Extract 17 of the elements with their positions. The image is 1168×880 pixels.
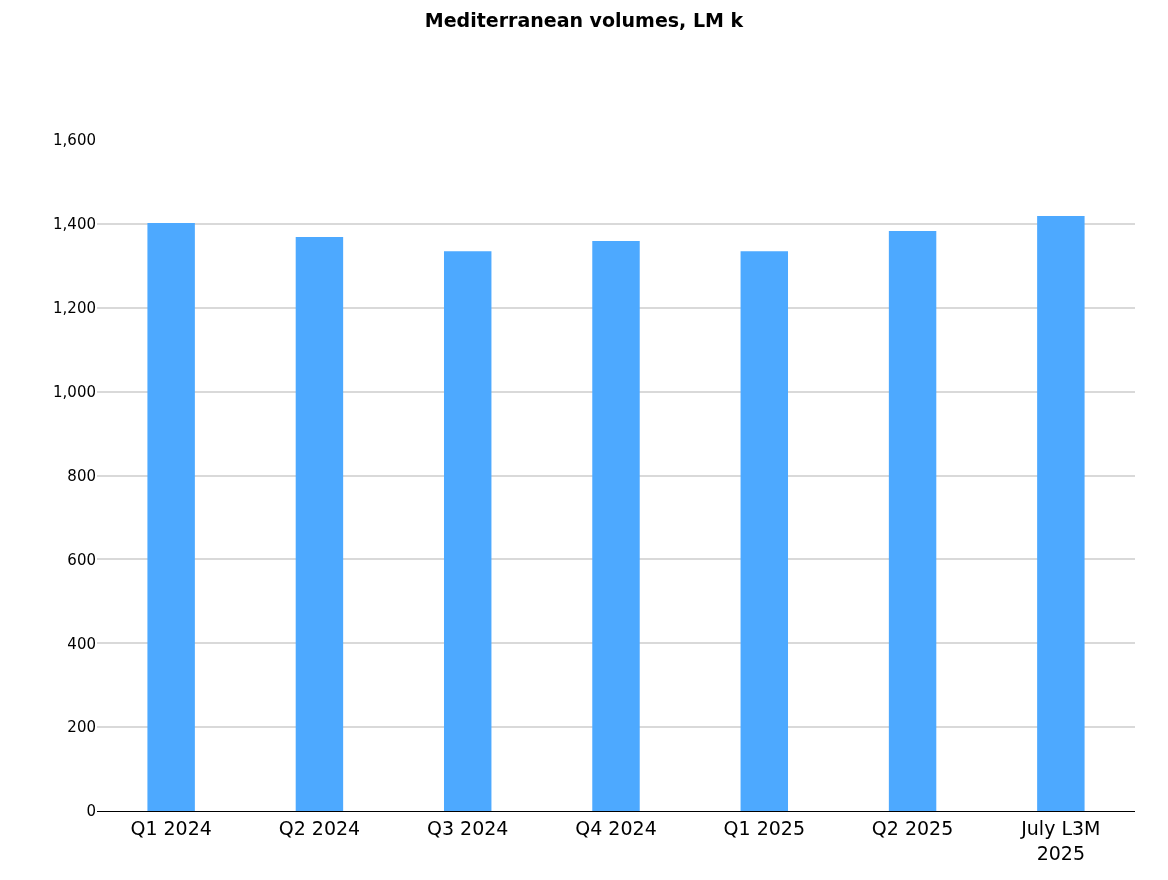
x-tick-label: Q1 2025 <box>723 816 806 839</box>
y-tick-label: 1,600 <box>53 131 96 150</box>
chart-title: Mediterranean volumes, LM k <box>424 8 744 31</box>
y-tick-label: 1,000 <box>53 382 96 401</box>
y-tick-label: 1,400 <box>53 215 96 234</box>
y-tick-label: 1,200 <box>53 299 96 317</box>
y-tick-label: 800 <box>67 466 96 485</box>
x-tick-label: Q4 2024 <box>575 816 657 839</box>
x-tick-label: Q2 2024 <box>278 816 361 839</box>
y-tick-label: 0 <box>86 802 96 821</box>
x-tick-label: Q1 2024 <box>130 816 212 839</box>
x-tick-label: Q3 2024 <box>426 816 509 839</box>
x-tick-label: July L3M 2025 <box>1020 816 1101 864</box>
y-tick-label: 600 <box>67 550 96 569</box>
y-tick-label: 200 <box>67 718 96 737</box>
x-tick-label: Q2 2025 <box>871 816 954 839</box>
y-tick-label: 400 <box>67 634 96 653</box>
